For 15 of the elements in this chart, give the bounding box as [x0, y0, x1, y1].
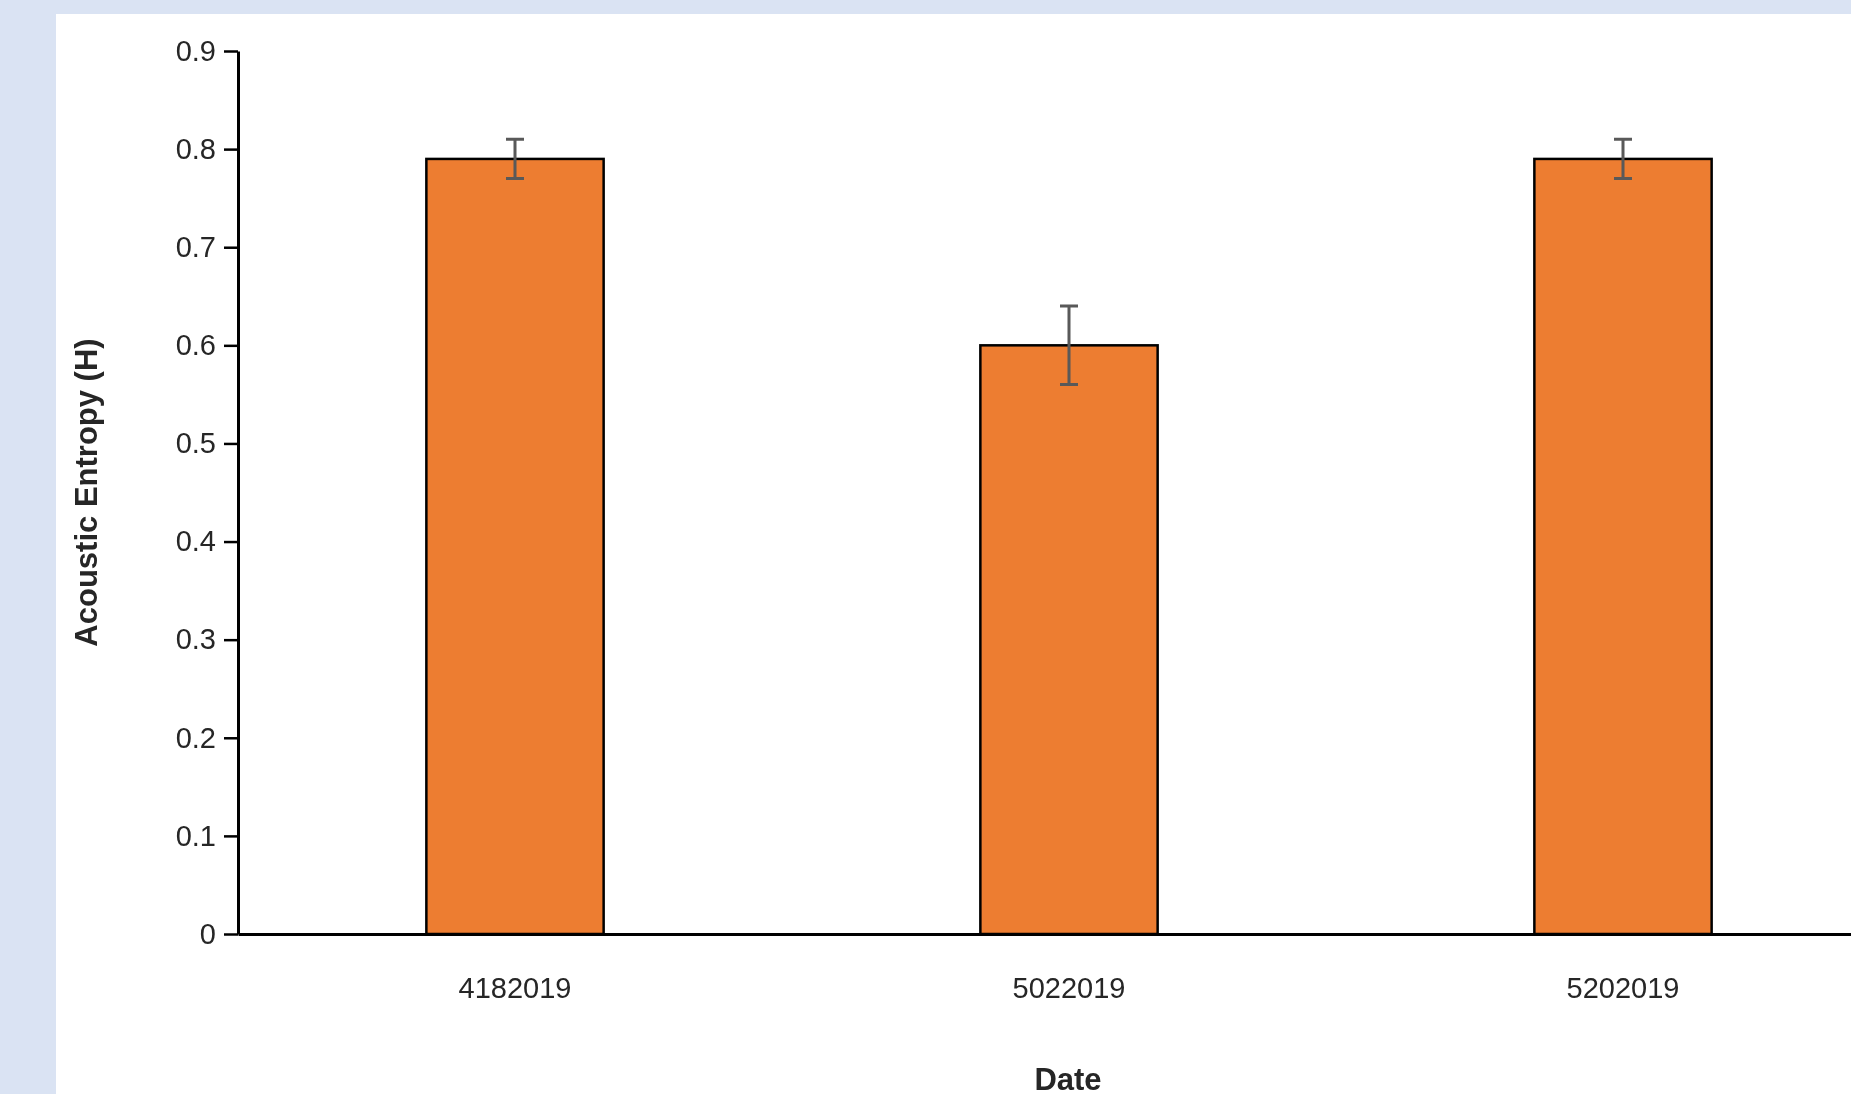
y-tick-label: 0.5: [175, 427, 216, 460]
y-tick-label: 0.3: [175, 623, 216, 656]
y-tick-label: 0: [199, 917, 216, 950]
x-tick-label: 5022019: [1012, 971, 1126, 1004]
y-tick-label: 0.9: [175, 34, 216, 67]
y-tick-label: 0.8: [175, 132, 216, 165]
y-tick-label: 0.4: [175, 525, 216, 558]
x-axis-title: Date: [1034, 1062, 1102, 1094]
y-tick-label: 0.7: [175, 231, 216, 263]
y-tick-label: 0.2: [175, 721, 216, 754]
x-tick-label: 4182019: [458, 971, 572, 1004]
y-tick-label: 0.1: [175, 819, 216, 852]
y-axis-title: Acoustic Entropy (H): [69, 338, 104, 647]
x-tick-label: 5202019: [1566, 971, 1680, 1004]
y-tick-label: 0.6: [175, 329, 216, 362]
